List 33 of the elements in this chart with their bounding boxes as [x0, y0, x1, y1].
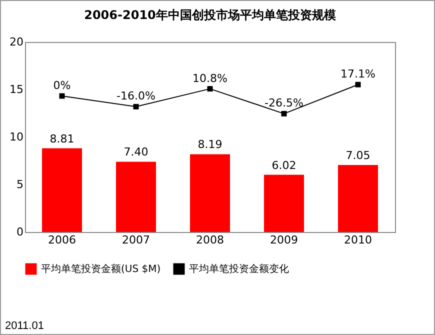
data-label: -26.5% [264, 96, 304, 110]
point [355, 82, 361, 88]
chart-title: 2006-2010年中国创投市场平均单笔投资规模 [84, 8, 336, 22]
point [281, 110, 287, 116]
x-tick-label: 2010 [344, 234, 372, 246]
bar [116, 162, 156, 232]
x-tick-label: 2006 [48, 234, 76, 246]
bar [264, 174, 304, 232]
y-tick-label: 20 [10, 36, 24, 48]
data-label: 7.05 [346, 149, 370, 162]
y-tick-label: 0 [16, 226, 24, 238]
bar [190, 154, 230, 232]
data-label: 7.40 [124, 146, 148, 159]
data-label: 10.8% [192, 72, 228, 85]
legend-label: 平均单笔投资金额(US $M) [41, 263, 161, 275]
data-label: 6.02 [272, 158, 296, 172]
point [133, 104, 139, 110]
x-tick-label: 2009 [270, 234, 298, 246]
x-tick-label: 2008 [196, 234, 224, 246]
y-tick-label: 5 [16, 178, 24, 191]
data-label: 0% [53, 79, 71, 92]
point [207, 86, 213, 92]
bar [338, 165, 378, 232]
data-label: -16.0% [116, 90, 156, 103]
x-tick-label: 2007 [122, 234, 150, 246]
bar [42, 148, 82, 232]
text: 2011.01 [5, 320, 44, 332]
data-label: 8.81 [50, 132, 74, 146]
data-label: 8.19 [198, 138, 222, 152]
y-tick-label: 15 [10, 83, 24, 96]
legend-label: 平均单笔投资金额变化 [189, 263, 289, 275]
y-tick-label: 10 [10, 130, 24, 144]
data-label: 17.1% [340, 68, 376, 81]
